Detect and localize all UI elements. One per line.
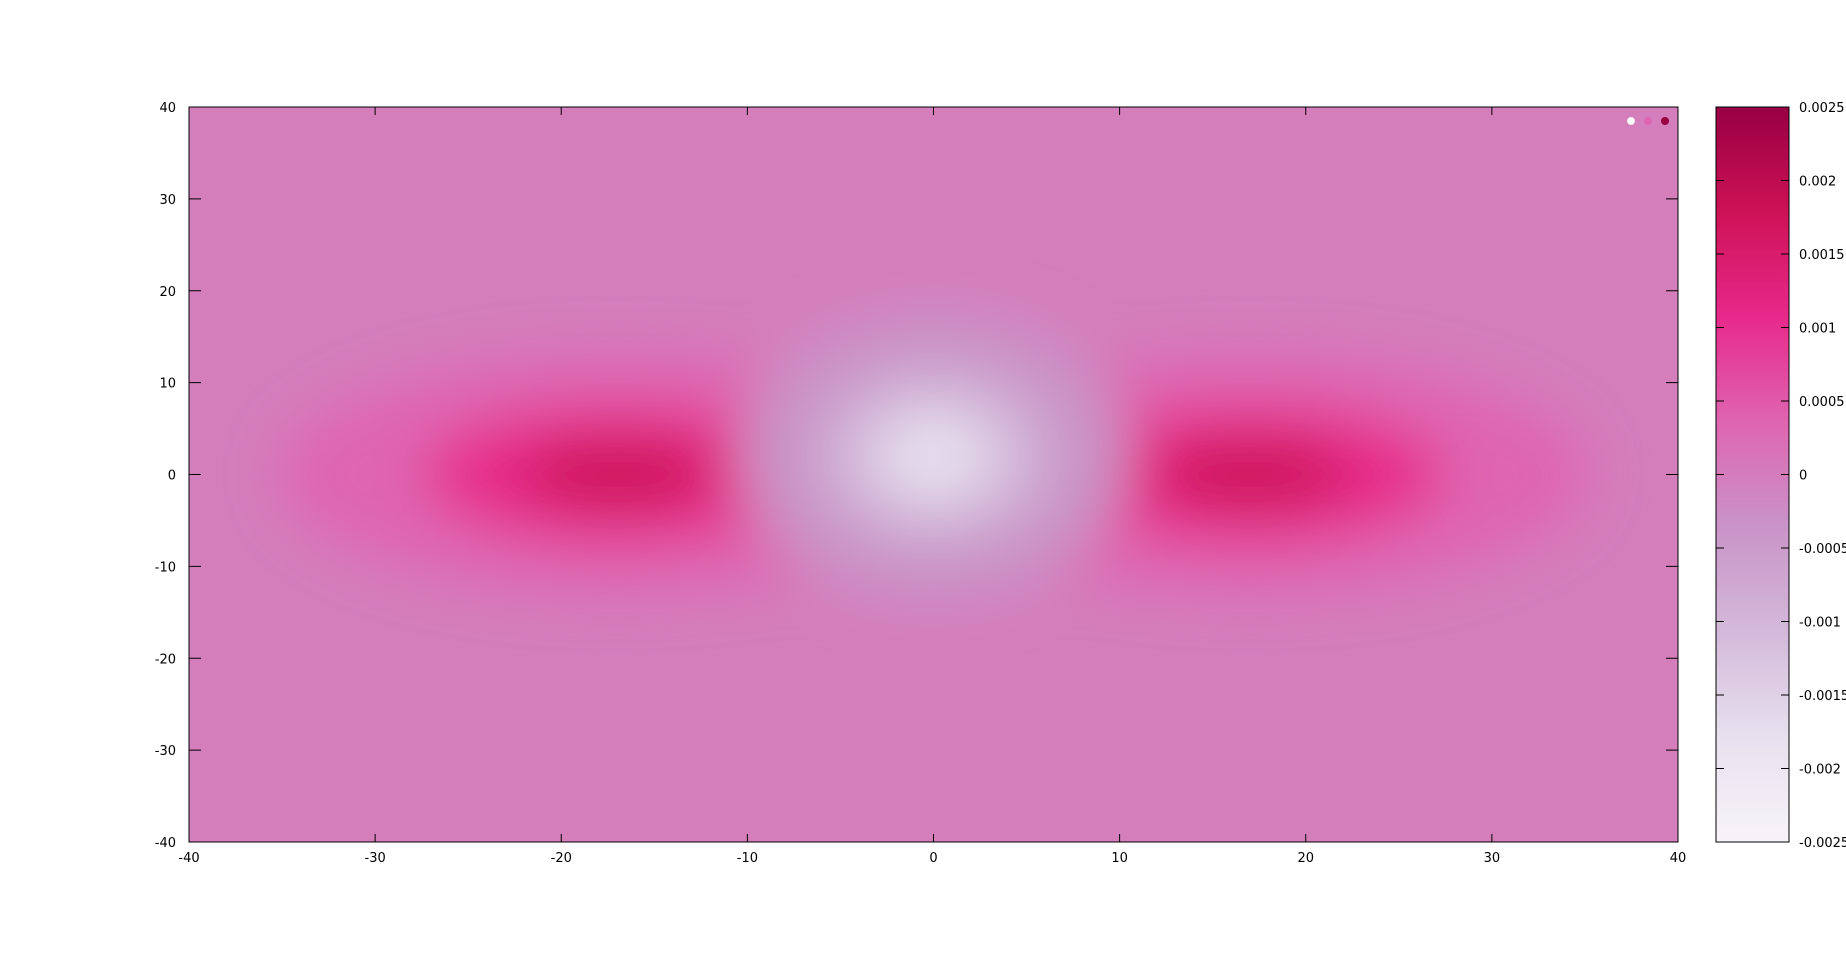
- y-tick-label: -30: [155, 744, 176, 759]
- colorbar-tick-label: -0.002: [1799, 763, 1841, 778]
- colorbar-tick-label: 0.001: [1799, 322, 1836, 337]
- heatmap-trough-shell: [905, 435, 962, 477]
- colorbar-tick-label: 0.0025: [1799, 101, 1845, 116]
- legend-marker: [1661, 117, 1669, 125]
- y-tick-label: -40: [155, 836, 176, 851]
- legend-marker: [1627, 117, 1635, 125]
- colorbar-tick-label: 0.0015: [1799, 248, 1845, 263]
- x-axis: -40 -30 -20 -10 0 10 20 30 40: [178, 107, 1686, 866]
- heatmap-peak-shell: [568, 457, 666, 492]
- y-tick-label: -20: [155, 652, 176, 667]
- y-tick-label: 0: [168, 469, 176, 484]
- x-tick-label: -40: [178, 851, 199, 866]
- x-tick-label: 20: [1297, 851, 1314, 866]
- colorbar-ticks: 0.0025 0.002 0.0015 0.001 0.0005 0 -0.0005 -0.0…: [1716, 101, 1846, 851]
- colorbar-tick-label: 0.0005: [1799, 395, 1845, 410]
- colorbar-tick-label: 0: [1799, 469, 1807, 484]
- x-tick-label: 40: [1670, 851, 1687, 866]
- x-tick-label: -30: [365, 851, 386, 866]
- x-tick-label: 30: [1484, 851, 1501, 866]
- colorbar: 0.0025 0.002 0.0015 0.001 0.0005 0 -0.0005 -0.0…: [1715, 101, 1846, 851]
- y-tick-label: 30: [159, 193, 176, 208]
- y-axis: 40 30 20 10 0 -10 -20 -30 -40: [155, 101, 1678, 851]
- x-tick-label: -10: [737, 851, 758, 866]
- x-tick-label: 0: [929, 851, 937, 866]
- y-tick-label: 10: [159, 377, 176, 392]
- y-tick-label: 20: [159, 285, 176, 300]
- heatmap-field: [278, 312, 1589, 600]
- x-tick-label: -20: [551, 851, 572, 866]
- colorbar-tick-label: -0.001: [1799, 616, 1841, 631]
- y-tick-label: 40: [159, 101, 176, 116]
- colorbar-tick-label: -0.0025: [1799, 836, 1846, 851]
- colorbar-tick-label: -0.0015: [1799, 689, 1846, 704]
- colorbar-tick-label: 0.002: [1799, 175, 1836, 190]
- colorbar-tick-label: -0.0005: [1799, 542, 1846, 557]
- heatmap-peak-shell: [1201, 457, 1299, 492]
- x-tick-label: 10: [1111, 851, 1128, 866]
- plot-area: -40 -30 -20 -10 0 10 20 30 40 40 30 20 10 0 -10 -20 -30…: [155, 101, 1687, 866]
- legend-markers: [1627, 117, 1669, 125]
- colorbar-gradient: [1715, 106, 1790, 843]
- legend-marker: [1644, 117, 1652, 125]
- y-tick-label: -10: [155, 560, 176, 575]
